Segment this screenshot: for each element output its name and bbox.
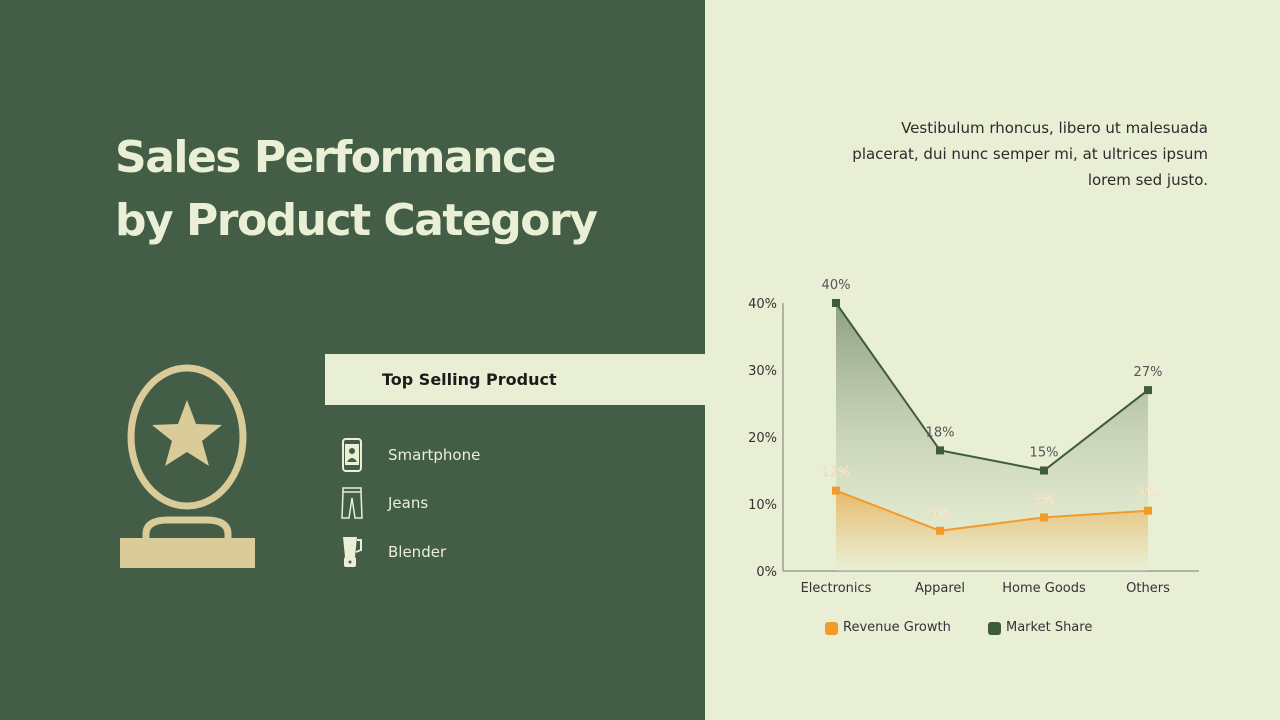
x-tick-label: Home Goods: [1002, 581, 1086, 596]
legend-swatch: [988, 622, 1001, 635]
data-label: 9%: [1138, 486, 1159, 501]
title-line-2: by Product Category: [115, 195, 598, 246]
data-point: [1144, 506, 1152, 515]
data-point: [936, 526, 944, 535]
y-tick-label: 20%: [748, 431, 777, 446]
data-label: 8%: [1034, 492, 1055, 507]
smartphone-icon: [342, 438, 362, 472]
data-label: 6%: [930, 506, 951, 521]
description: Vestibulum rhoncus, libero ut malesuada …: [852, 119, 1208, 189]
blender-icon: [343, 537, 362, 567]
data-label: 18%: [926, 425, 955, 440]
line-revenue-growth: [835, 489, 1149, 532]
x-tick-label: Others: [1126, 581, 1170, 596]
x-tick-label: Electronics: [801, 581, 872, 596]
list-item: Jeans: [340, 486, 428, 520]
data-label: 12%: [822, 466, 851, 481]
data-point: [832, 486, 840, 495]
top-selling-heading: Top Selling Product: [382, 370, 557, 389]
legend-swatch: [825, 622, 838, 635]
list-item: Blender: [340, 535, 446, 569]
data-label: 40%: [822, 278, 851, 293]
page-title: Sales Performance by Product Category: [115, 126, 598, 252]
item-label: Smartphone: [388, 446, 481, 464]
y-tick-label: 0%: [756, 565, 777, 580]
title-line-1: Sales Performance: [115, 132, 556, 183]
x-tick-label: Apparel: [915, 581, 965, 596]
data-label: 15%: [1030, 446, 1059, 461]
line-market-share: [835, 302, 1149, 472]
data-point: [1040, 513, 1048, 522]
area-market-share: [836, 303, 1148, 571]
data-point: [832, 299, 840, 307]
legend-label: Market Share: [1006, 620, 1092, 635]
y-tick-label: 40%: [748, 297, 777, 312]
area-revenue-growth: [836, 490, 1148, 571]
list-item: Smartphone: [340, 438, 480, 472]
item-label: Jeans: [388, 494, 429, 512]
item-label: Blender: [388, 543, 447, 561]
top-selling-banner: Top Selling Product: [325, 354, 705, 405]
legend-label: Revenue Growth: [843, 620, 951, 635]
area-chart: 0% 10% 20% 30% 40% Electronics Apparel Home Goo…: [748, 278, 1199, 635]
data-point: [1040, 466, 1048, 475]
data-label: 27%: [1134, 365, 1163, 380]
y-tick-label: 10%: [748, 498, 777, 513]
y-tick-label: 30%: [748, 364, 777, 379]
data-point: [1144, 386, 1152, 395]
data-point: [936, 446, 944, 455]
jeans-icon: [341, 487, 363, 519]
trophy-icon: [120, 364, 255, 568]
